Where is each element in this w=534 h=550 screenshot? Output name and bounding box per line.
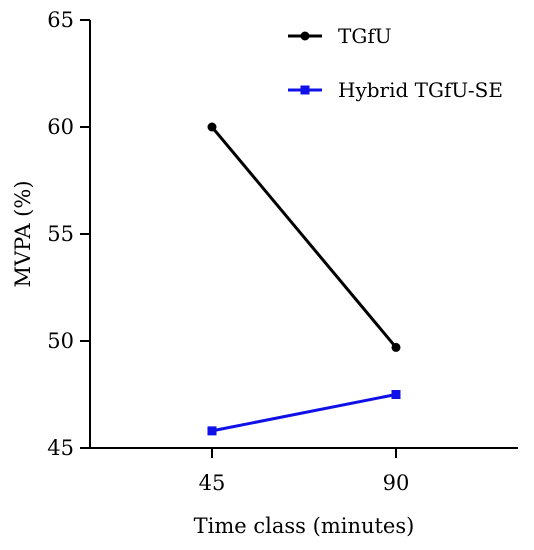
y-axis-title: MVPA (%) — [11, 180, 35, 287]
legend-item: Hybrid TGfU-SE — [288, 78, 503, 102]
legend-marker — [300, 31, 310, 41]
data-point — [391, 390, 401, 399]
y-tick-label: 45 — [47, 436, 74, 460]
x-tick-label: 90 — [383, 471, 410, 495]
legend: TGfU Hybrid TGfU-SE — [288, 24, 503, 102]
x-tick-label: 45 — [199, 471, 226, 495]
y-tick-label: 65 — [47, 8, 74, 32]
x-ticks: 45 90 — [199, 448, 410, 495]
legend-marker — [300, 85, 310, 95]
series-line — [211, 393, 397, 433]
legend-label: Hybrid TGfU-SE — [338, 78, 503, 102]
y-tick-label: 55 — [47, 222, 74, 246]
y-ticks: 45 50 55 60 65 — [47, 8, 90, 460]
y-tick-label: 60 — [47, 115, 74, 139]
legend-item: TGfU — [288, 24, 392, 48]
series-hybrid-tgfu-se — [207, 390, 401, 436]
data-point — [391, 342, 401, 352]
data-point — [207, 122, 217, 132]
y-tick-label: 50 — [47, 329, 74, 353]
series-group — [207, 122, 401, 436]
data-point — [207, 426, 217, 436]
series-line — [210, 126, 398, 349]
legend-label: TGfU — [338, 24, 392, 48]
series-tgfu — [207, 122, 401, 352]
x-axis-title: Time class (minutes) — [194, 514, 415, 538]
